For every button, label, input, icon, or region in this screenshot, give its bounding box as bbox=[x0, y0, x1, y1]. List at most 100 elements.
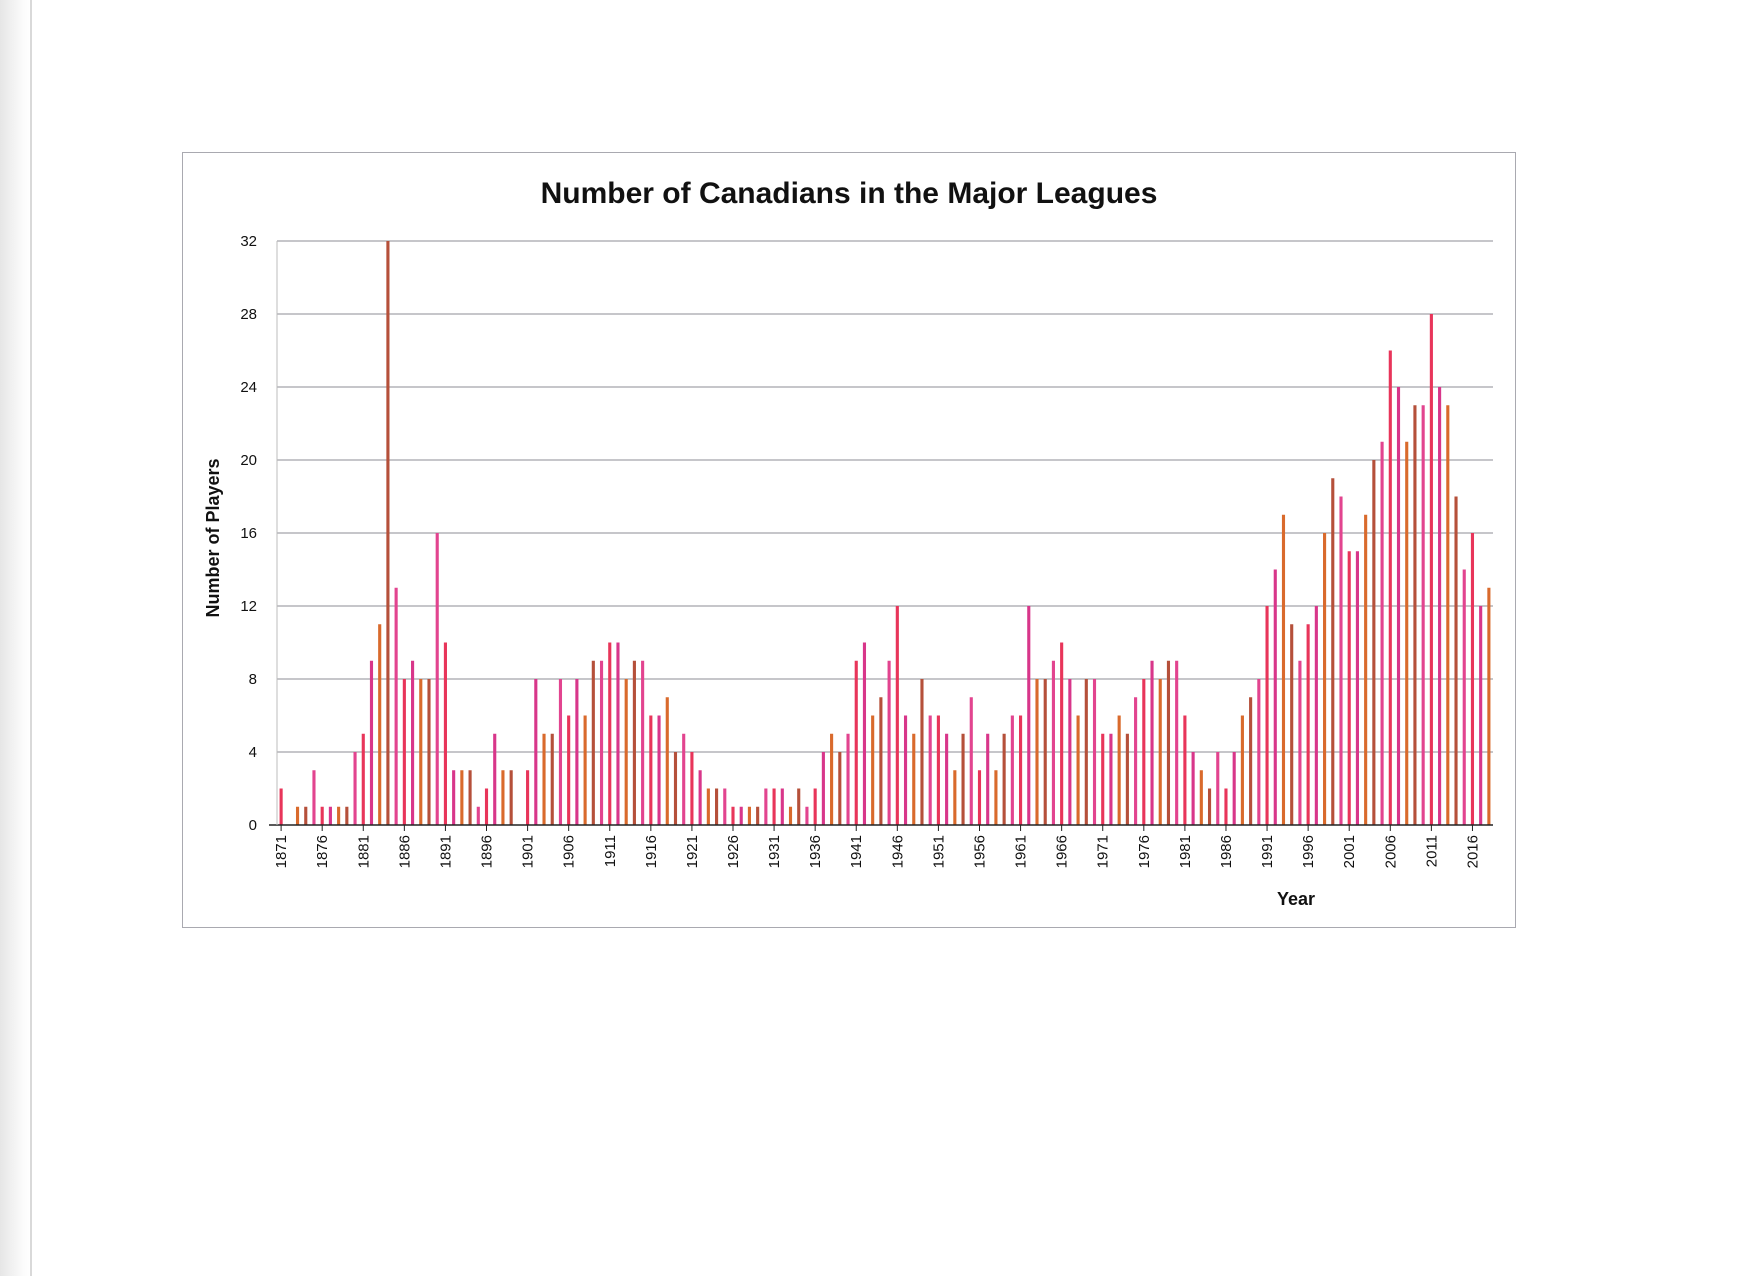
bar-1934 bbox=[797, 788, 801, 825]
bar-1880 bbox=[353, 752, 357, 825]
bar-2012 bbox=[1438, 387, 1442, 825]
bar-1968 bbox=[1076, 715, 1080, 825]
bar-1921 bbox=[690, 752, 694, 825]
bar-1911 bbox=[608, 642, 612, 825]
x-tick-label-1981: 1981 bbox=[1177, 835, 1194, 868]
bar-1933 bbox=[788, 806, 793, 825]
gridlines bbox=[277, 240, 1493, 753]
chart-title: Number of Canadians in the Major Leagues bbox=[541, 177, 1158, 210]
bar-1978 bbox=[1158, 679, 1162, 825]
scan-page-edge bbox=[30, 0, 32, 1276]
y-tick-label-24: 24 bbox=[240, 379, 257, 396]
bar-1925 bbox=[723, 788, 727, 825]
bar-1991 bbox=[1265, 606, 1269, 825]
bar-1958 bbox=[994, 770, 998, 825]
bar-1877 bbox=[328, 806, 332, 825]
bar-1973 bbox=[1117, 715, 1121, 825]
x-tick-label-1996: 1996 bbox=[1300, 835, 1317, 868]
bar-1922 bbox=[698, 770, 702, 825]
bar-1986 bbox=[1224, 788, 1228, 825]
bar-1878 bbox=[337, 806, 341, 825]
bar-1943 bbox=[871, 715, 875, 825]
x-axis-ticks: 1871 1876 1881 1886 1891 1896 1901 1906 1911 1916… bbox=[273, 825, 1481, 868]
bar-1976 bbox=[1142, 679, 1146, 825]
bar-1908 bbox=[583, 715, 587, 825]
x-tick-label-1951: 1951 bbox=[930, 835, 947, 868]
bar-1953 bbox=[953, 770, 957, 825]
y-tick-label-16: 16 bbox=[240, 525, 257, 542]
bar-1955 bbox=[969, 697, 973, 825]
x-tick-label-1966: 1966 bbox=[1054, 835, 1071, 868]
bar-1940 bbox=[846, 733, 850, 825]
bar-1910 bbox=[599, 660, 604, 825]
bar-2003 bbox=[1364, 514, 1368, 825]
x-tick-label-2006: 2006 bbox=[1382, 835, 1399, 868]
bar-1959 bbox=[1002, 733, 1006, 825]
bar-1951 bbox=[936, 715, 940, 825]
bar-1952 bbox=[945, 733, 949, 825]
bar-1956 bbox=[977, 770, 982, 825]
bar-1960 bbox=[1010, 715, 1014, 825]
bar-1894 bbox=[468, 770, 472, 825]
x-tick-label-1896: 1896 bbox=[479, 835, 496, 868]
bar-1987 bbox=[1232, 752, 1236, 825]
y-tick-label-8: 8 bbox=[249, 671, 257, 688]
bar-1948 bbox=[912, 733, 916, 825]
x-tick-label-1906: 1906 bbox=[561, 835, 578, 868]
bar-2009 bbox=[1413, 405, 1417, 825]
bar-1932 bbox=[780, 788, 784, 825]
y-axis-ticks: 0 4 8 12 16 20 24 28 32 bbox=[240, 233, 257, 834]
x-axis-label: Year bbox=[1277, 889, 1315, 909]
bar-1967 bbox=[1068, 679, 1072, 825]
bar-1907 bbox=[575, 679, 579, 825]
bar-1919 bbox=[673, 752, 678, 825]
bar-1923 bbox=[706, 788, 710, 825]
bar-1914 bbox=[632, 660, 636, 825]
x-tick-label-1926: 1926 bbox=[725, 835, 742, 868]
bar-1980 bbox=[1175, 660, 1179, 825]
bar-1998 bbox=[1323, 533, 1327, 825]
bar-1889 bbox=[427, 679, 431, 825]
bar-2004 bbox=[1372, 460, 1376, 825]
bar-1937 bbox=[821, 752, 825, 825]
bar-1935 bbox=[805, 806, 809, 825]
x-tick-label-2011: 2011 bbox=[1423, 835, 1440, 867]
bar-1930 bbox=[764, 788, 768, 825]
bar-1892 bbox=[452, 770, 456, 825]
y-tick-label-20: 20 bbox=[240, 452, 257, 469]
x-tick-label-1971: 1971 bbox=[1095, 835, 1112, 868]
y-axis-label: Number of Players bbox=[203, 458, 223, 617]
bar-1918 bbox=[665, 697, 669, 825]
bar-2006 bbox=[1388, 350, 1392, 825]
bar-1946 bbox=[895, 606, 899, 825]
bar-1904 bbox=[550, 733, 554, 825]
y-tick-label-28: 28 bbox=[240, 306, 257, 323]
bar-1912 bbox=[616, 642, 620, 825]
bar-1913 bbox=[624, 679, 628, 825]
bar-1890 bbox=[435, 533, 439, 825]
bar-1981 bbox=[1183, 715, 1187, 825]
bar-1885 bbox=[394, 587, 398, 825]
bar-1963 bbox=[1035, 679, 1039, 825]
bar-1893 bbox=[460, 770, 464, 825]
bar-1887 bbox=[411, 660, 415, 825]
bar-1879 bbox=[345, 806, 349, 825]
x-tick-label-1876: 1876 bbox=[314, 835, 331, 868]
bar-1882 bbox=[369, 660, 374, 825]
bar-1945 bbox=[887, 660, 891, 825]
y-tick-label-32: 32 bbox=[240, 233, 257, 250]
x-tick-label-1976: 1976 bbox=[1136, 835, 1153, 868]
bar-1927 bbox=[739, 806, 743, 825]
bar-1974 bbox=[1125, 733, 1129, 825]
x-tick-label-1991: 1991 bbox=[1259, 835, 1276, 868]
x-tick-label-1891: 1891 bbox=[437, 835, 454, 868]
bar-1884 bbox=[386, 241, 390, 825]
bar-1982 bbox=[1191, 752, 1195, 825]
bar-1873 bbox=[295, 806, 300, 825]
bar-2001 bbox=[1347, 551, 1351, 825]
x-tick-label-1956: 1956 bbox=[971, 835, 988, 868]
bar-1990 bbox=[1257, 679, 1261, 825]
chart-frame: Number of Canadians in the Major Leagues… bbox=[182, 152, 1516, 928]
bar-2010 bbox=[1421, 405, 1425, 825]
bar-2008 bbox=[1405, 441, 1409, 825]
